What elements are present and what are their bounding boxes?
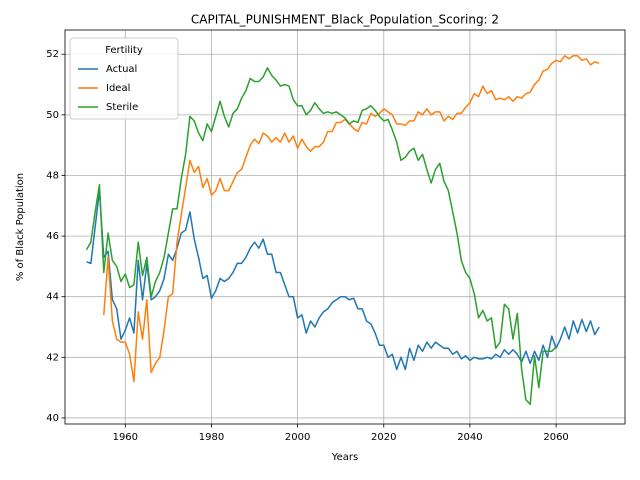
legend-title: Fertility [105, 45, 143, 56]
chart-title: CAPITAL_PUNISHMENT_Black_Population_Scor… [191, 13, 499, 27]
x-tick-label: 2000 [285, 432, 310, 443]
x-tick-label: 2020 [371, 432, 396, 443]
y-tick-label: 44 [46, 292, 59, 303]
x-tick-label: 1980 [199, 432, 224, 443]
y-tick-label: 42 [46, 352, 59, 363]
legend-label: Sterile [106, 102, 138, 113]
legend-label: Ideal [106, 83, 130, 94]
x-tick-label: 1960 [113, 432, 138, 443]
y-tick-label: 52 [46, 49, 59, 60]
y-tick-label: 48 [46, 170, 59, 181]
data-line [85, 67, 557, 406]
x-tick-label: 2040 [457, 432, 482, 443]
x-tick-label: 2060 [543, 432, 568, 443]
legend-label: Actual [106, 64, 137, 75]
y-axis-label: % of Black Population [15, 173, 26, 281]
x-axis-label: Years [331, 452, 358, 463]
y-tick-label: 50 [46, 110, 59, 121]
data-line [86, 189, 600, 371]
legend: Fertility Actual Ideal Sterile [69, 37, 179, 120]
legend-box [69, 37, 179, 120]
y-tick-label: 46 [46, 231, 59, 242]
plot-frame [64, 29, 626, 425]
y-tick-label: 40 [46, 413, 59, 424]
data-line [103, 55, 600, 383]
